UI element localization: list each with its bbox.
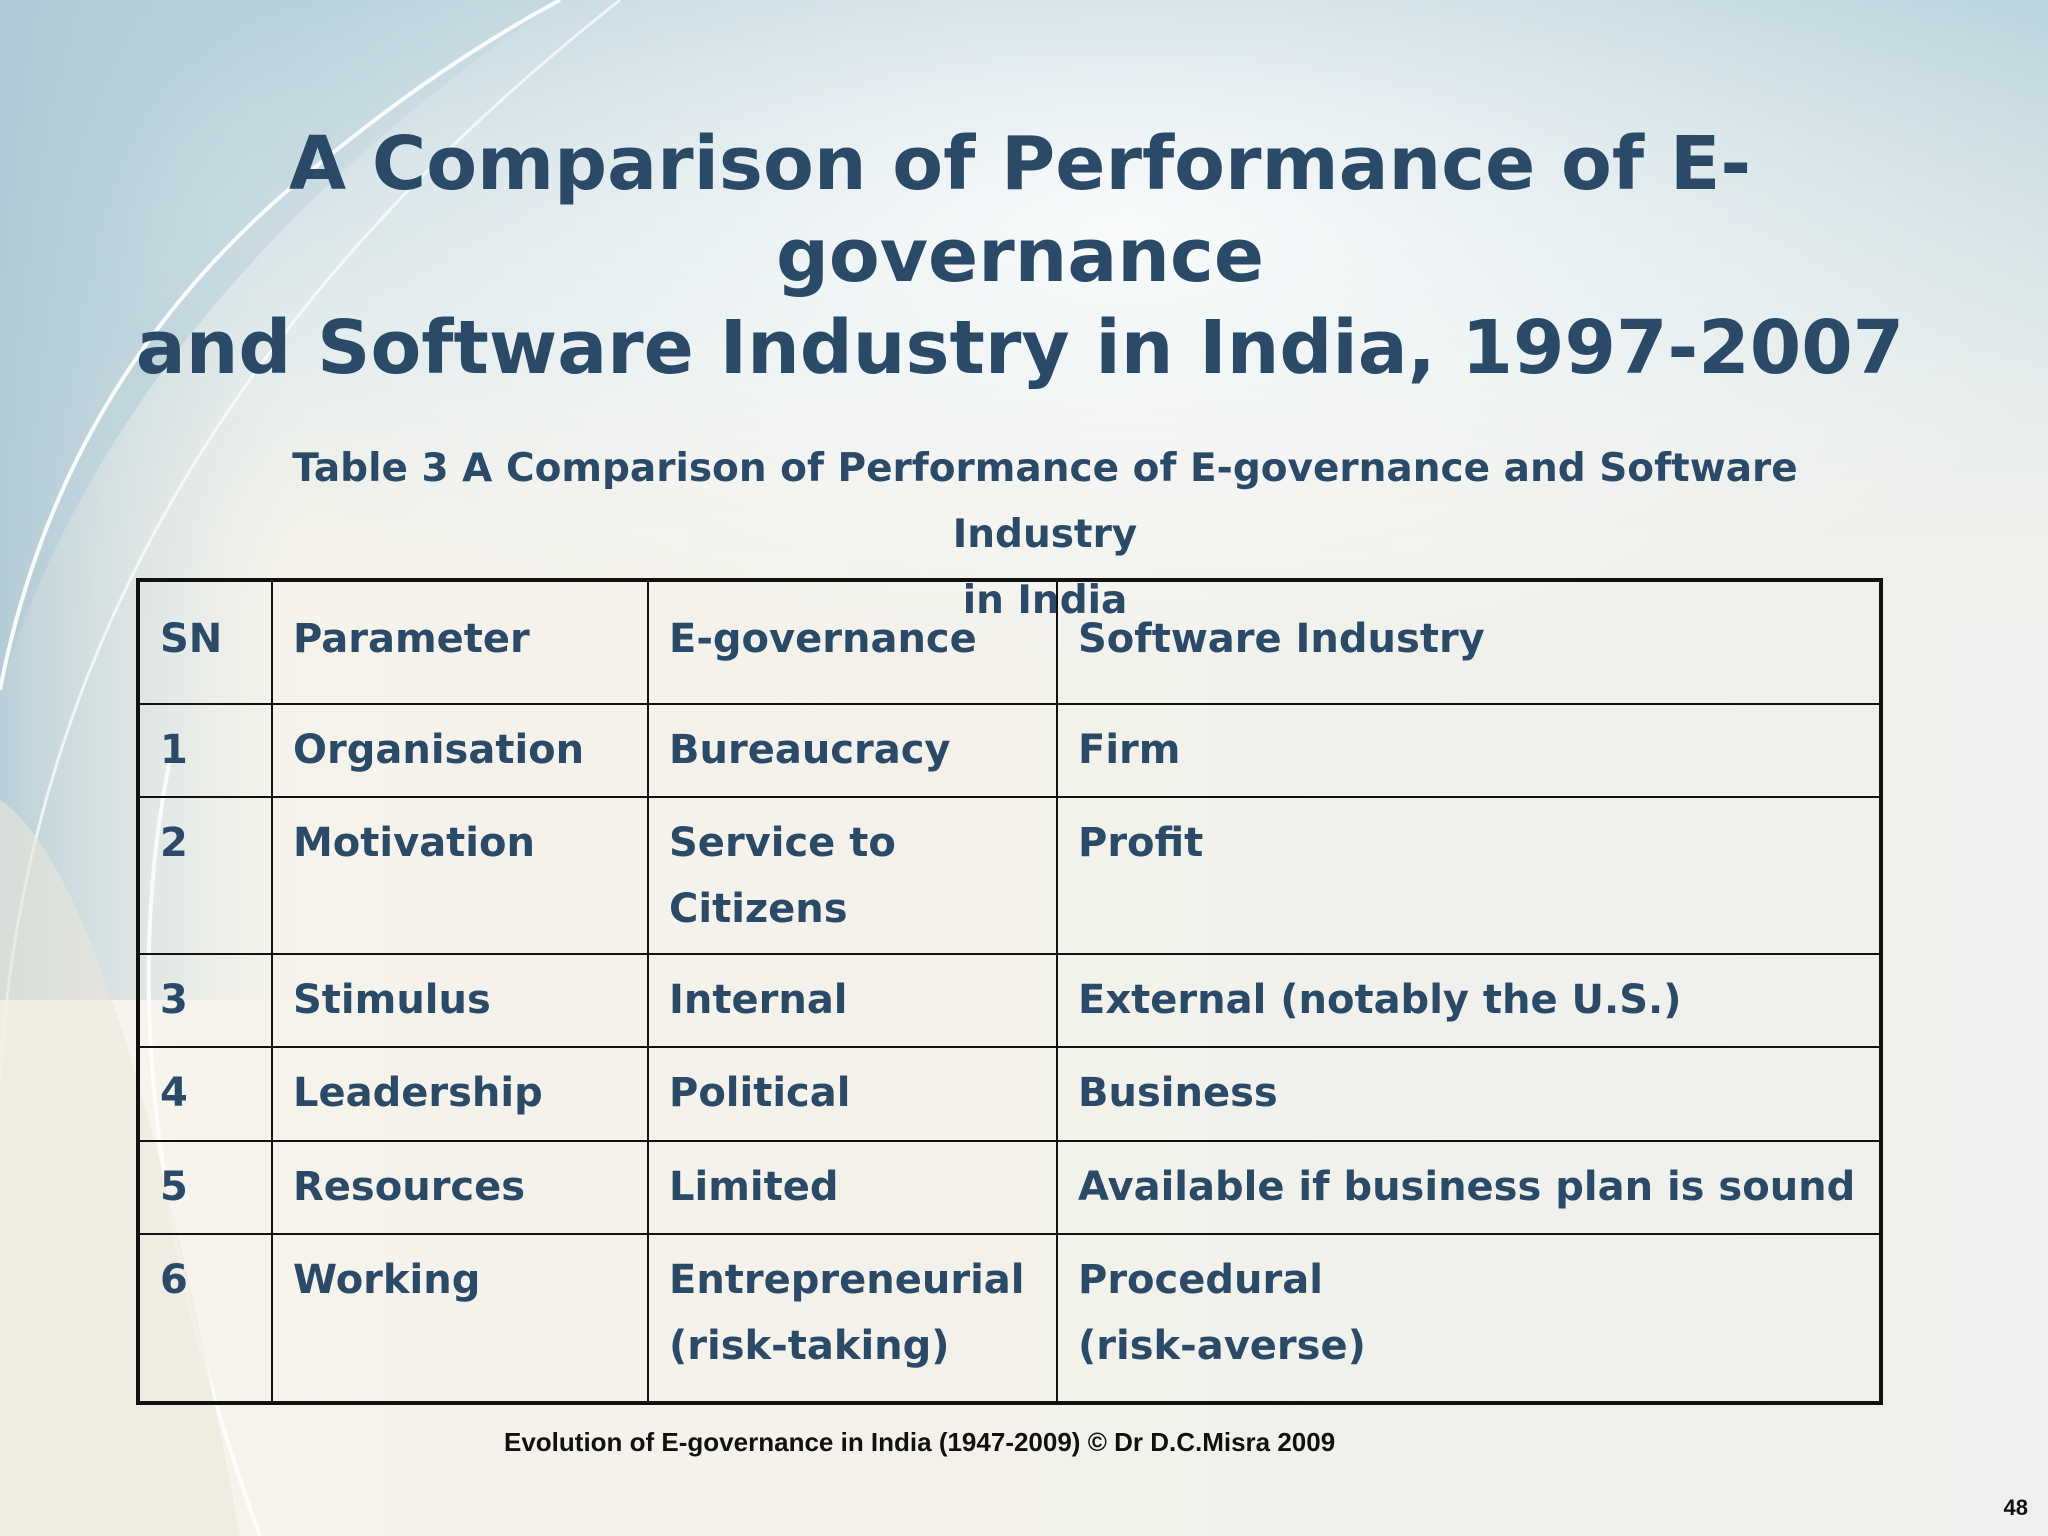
slide-title: A Comparison of Performance of E-governa… <box>110 118 1930 394</box>
comparison-table: SN Parameter E-governance Software Indus… <box>136 578 1883 1405</box>
cell-line: Bureaucracy <box>669 727 951 773</box>
cell-line: Service to <box>669 820 896 866</box>
slide-footer: Evolution of E-governance in India (1947… <box>504 1427 1336 1457</box>
cell-parameter: Stimulus <box>271 953 649 1048</box>
page-number: 48 <box>2003 1495 2028 1520</box>
cell-line: Profit <box>1078 820 1204 866</box>
cell-parameter: Resources <box>271 1140 649 1235</box>
cell-parameter: Working <box>271 1233 649 1404</box>
table-row: 2 Motivation Service to Citizens Profit <box>137 796 1882 955</box>
cell-line: Political <box>669 1070 851 1116</box>
cell-sn: 4 <box>137 1046 273 1142</box>
cell-line: (risk-taking) <box>669 1323 950 1369</box>
cell-egovernance: Internal <box>647 953 1058 1048</box>
header-software-industry: Software Industry <box>1056 579 1882 705</box>
cell-line: Limited <box>669 1164 839 1210</box>
cell-line: Business <box>1078 1070 1278 1116</box>
table-row: 3 Stimulus Internal External (notably th… <box>137 953 1882 1048</box>
cell-egovernance: Political <box>647 1046 1058 1142</box>
slide-title-line-2: and Software Industry in India, 1997-200… <box>135 305 1905 391</box>
slide-title-line-1: A Comparison of Performance of E-governa… <box>288 121 1752 299</box>
table-row: 6 Working Entrepreneurial (risk-taking) … <box>137 1233 1882 1404</box>
cell-software: Business <box>1056 1046 1882 1142</box>
cell-egovernance: Limited <box>647 1140 1058 1235</box>
cell-egovernance: Service to Citizens <box>647 796 1058 955</box>
cell-egovernance: Entrepreneurial (risk-taking) <box>647 1233 1058 1404</box>
cell-line: Firm <box>1078 727 1181 773</box>
cell-software: Firm <box>1056 703 1882 798</box>
cell-sn: 1 <box>137 703 273 798</box>
cell-parameter: Leadership <box>271 1046 649 1142</box>
table-row: 5 Resources Limited Available if busines… <box>137 1140 1882 1235</box>
cell-line: Available if business plan is sound <box>1078 1164 1856 1210</box>
cell-software: Available if business plan is sound <box>1056 1140 1882 1235</box>
header-sn: SN <box>137 579 273 705</box>
cell-egovernance: Bureaucracy <box>647 703 1058 798</box>
cell-software: Procedural (risk-averse) <box>1056 1233 1882 1404</box>
table-row: 1 Organisation Bureaucracy Firm <box>137 703 1882 798</box>
cell-line: Internal <box>669 977 848 1023</box>
cell-line: External (notably the U.S.) <box>1078 977 1682 1023</box>
table-header-row: SN Parameter E-governance Software Indus… <box>137 579 1882 705</box>
cell-sn: 5 <box>137 1140 273 1235</box>
header-egovernance: E-governance <box>647 579 1058 705</box>
cell-line: Citizens <box>669 886 848 932</box>
cell-parameter: Motivation <box>271 796 649 955</box>
cell-line: Entrepreneurial <box>669 1257 1025 1303</box>
cell-line: (risk-averse) <box>1078 1323 1366 1369</box>
cell-sn: 2 <box>137 796 273 955</box>
cell-software: Profit <box>1056 796 1882 955</box>
cell-parameter: Organisation <box>271 703 649 798</box>
cell-software: External (notably the U.S.) <box>1056 953 1882 1048</box>
cell-sn: 3 <box>137 953 273 1048</box>
table-caption-line-1: Table 3 A Comparison of Performance of E… <box>292 446 1798 557</box>
header-parameter: Parameter <box>271 579 649 705</box>
cell-line: Procedural <box>1078 1257 1323 1303</box>
cell-sn: 6 <box>137 1233 273 1404</box>
table-row: 4 Leadership Political Business <box>137 1046 1882 1142</box>
